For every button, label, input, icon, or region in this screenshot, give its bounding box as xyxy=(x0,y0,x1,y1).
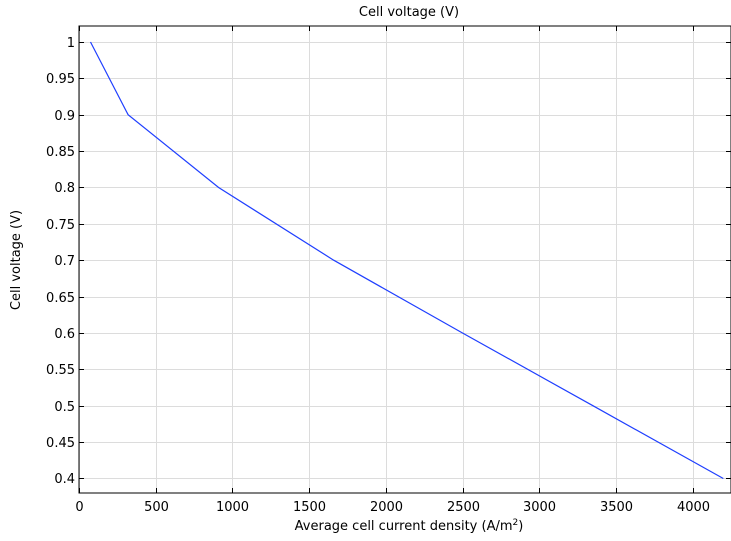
series-line xyxy=(89,41,724,480)
chart-title: Cell voltage (V) xyxy=(359,5,459,20)
y-tick-label: 0.45 xyxy=(46,436,75,451)
y-tick-label: 0.55 xyxy=(46,363,75,378)
x-tick-label: 0 xyxy=(75,500,83,515)
y-tick-label: 1 xyxy=(67,36,75,51)
x-tick-label: 1500 xyxy=(293,500,326,515)
x-tick-label: 3500 xyxy=(600,500,633,515)
x-axis: 0 500 1000 1500 2000 2500 3000 3500 4000 xyxy=(75,26,710,515)
grid-lines xyxy=(79,26,731,493)
x-tick-label: 2500 xyxy=(447,500,480,515)
y-tick-label: 0.6 xyxy=(54,327,75,342)
x-tick-label: 1000 xyxy=(216,500,249,515)
plot-frame xyxy=(78,25,731,494)
y-tick-label: 0.5 xyxy=(54,400,75,415)
x-tick-label: 500 xyxy=(144,500,169,515)
series-group xyxy=(89,41,724,480)
y-tick-label: 0.4 xyxy=(54,472,75,487)
y-axis-label: Cell voltage (V) xyxy=(9,210,24,310)
y-axis: 0.4 0.45 0.5 0.55 0.6 0.65 0.7 0.75 0.8 0.85 0.9 0.… xyxy=(46,36,731,487)
x-tick-label: 4000 xyxy=(677,500,710,515)
y-tick-label: 0.95 xyxy=(46,72,75,87)
x-tick-label: 2000 xyxy=(370,500,403,515)
x-tick-label: 3000 xyxy=(523,500,556,515)
y-tick-label: 0.65 xyxy=(46,291,75,306)
y-tick-label: 0.9 xyxy=(54,109,75,124)
y-tick-label: 0.7 xyxy=(54,254,75,269)
y-tick-label: 0.8 xyxy=(54,181,75,196)
y-tick-label: 0.85 xyxy=(46,145,75,160)
x-axis-label: Average cell current density (A/m2) xyxy=(295,518,524,534)
y-tick-label: 0.75 xyxy=(46,218,75,233)
